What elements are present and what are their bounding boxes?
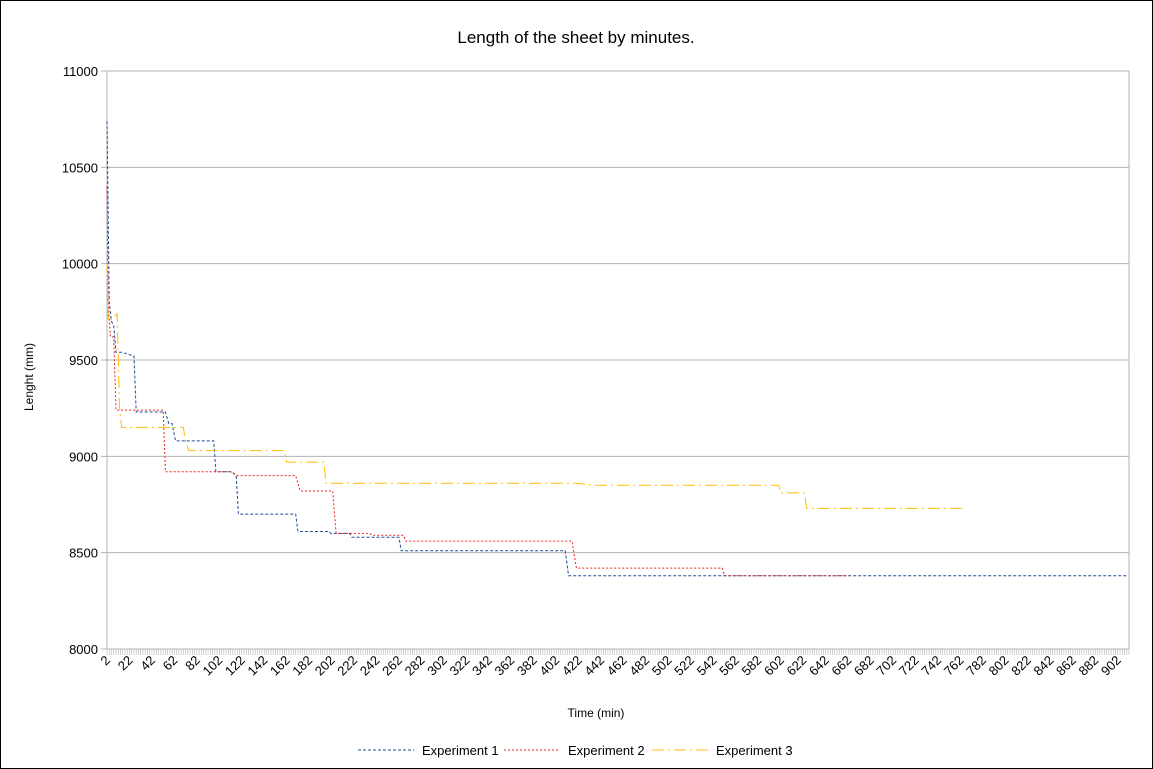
y-tick-label: 11000 — [63, 64, 98, 79]
y-tick-label: 8000 — [69, 642, 98, 657]
x-tick-label: 782 — [963, 653, 989, 679]
y-tick-label: 9000 — [69, 449, 98, 464]
x-tick-label: 662 — [828, 653, 854, 679]
x-tick-label: 522 — [671, 653, 697, 679]
x-tick-label: 822 — [1008, 653, 1034, 679]
series-line-3 — [106, 263, 964, 509]
x-tick-label: 842 — [1031, 653, 1057, 679]
y-tick-label: 10000 — [62, 257, 98, 272]
x-tick-label: 342 — [469, 653, 495, 679]
x-tick-label: 502 — [649, 653, 675, 679]
x-tick-label: 62 — [160, 653, 181, 674]
x-tick-label: 462 — [604, 653, 630, 679]
x-tick-label: 622 — [783, 653, 809, 679]
x-tick-label: 442 — [581, 653, 607, 679]
x-tick-label: 82 — [182, 653, 203, 674]
y-tick-label: 8500 — [69, 546, 98, 561]
x-tick-label: 2 — [97, 653, 113, 669]
x-tick-label: 762 — [941, 653, 967, 679]
y-axis-label: Lenght (mm) — [22, 343, 36, 411]
legend-entry: Experiment 2 — [568, 743, 645, 758]
x-tick-label: 302 — [424, 653, 450, 679]
x-tick-label: 282 — [402, 653, 428, 679]
y-tick-label: 9500 — [69, 353, 98, 368]
x-tick-label: 142 — [244, 653, 270, 679]
x-tick-label: 542 — [694, 653, 720, 679]
legend: Experiment 1 Experiment 2 Experiment 3 — [358, 743, 793, 758]
x-tick-label: 202 — [312, 653, 338, 679]
x-tick-label: 362 — [491, 653, 517, 679]
x-tick-label: 602 — [761, 653, 787, 679]
x-tick-label: 902 — [1098, 653, 1124, 679]
x-axis-ticks: 2 22 42 62 821021221421621822022222422622823… — [97, 649, 1130, 679]
x-tick-label: 482 — [626, 653, 652, 679]
chart-title: Length of the sheet by minutes. — [457, 28, 694, 47]
x-tick-label: 802 — [986, 653, 1012, 679]
x-tick-label: 402 — [536, 653, 562, 679]
x-tick-label: 742 — [918, 653, 944, 679]
legend-entry: Experiment 1 — [422, 743, 499, 758]
x-tick-label: 862 — [1053, 653, 1079, 679]
series-line-2 — [106, 186, 850, 577]
gridlines — [101, 70, 1130, 650]
series-line-1 — [106, 121, 1128, 577]
x-tick-label: 582 — [739, 653, 765, 679]
x-tick-label: 182 — [289, 653, 315, 679]
x-tick-label: 162 — [267, 653, 293, 679]
x-tick-label: 122 — [222, 653, 248, 679]
x-axis-label: Time (min) — [568, 706, 625, 720]
legend-entry: Experiment 3 — [716, 743, 793, 758]
y-tick-label: 10500 — [62, 160, 98, 175]
x-tick-label: 382 — [514, 653, 540, 679]
x-tick-label: 102 — [199, 653, 225, 679]
x-tick-label: 42 — [137, 653, 158, 674]
x-tick-label: 222 — [334, 653, 360, 679]
x-tick-label: 882 — [1075, 653, 1101, 679]
x-tick-label: 422 — [559, 653, 585, 679]
x-tick-label: 722 — [896, 653, 922, 679]
x-tick-label: 682 — [851, 653, 877, 679]
x-tick-label: 702 — [873, 653, 899, 679]
x-tick-label: 562 — [716, 653, 742, 679]
x-tick-label: 242 — [357, 653, 383, 679]
y-axis-ticks: 8000 8500 9000 9500 10000 10500 11000 — [62, 64, 98, 657]
x-tick-label: 642 — [806, 653, 832, 679]
series-lines — [106, 121, 1128, 577]
x-tick-label: 262 — [379, 653, 405, 679]
x-tick-label: 22 — [115, 653, 136, 674]
x-tick-label: 322 — [447, 653, 473, 679]
